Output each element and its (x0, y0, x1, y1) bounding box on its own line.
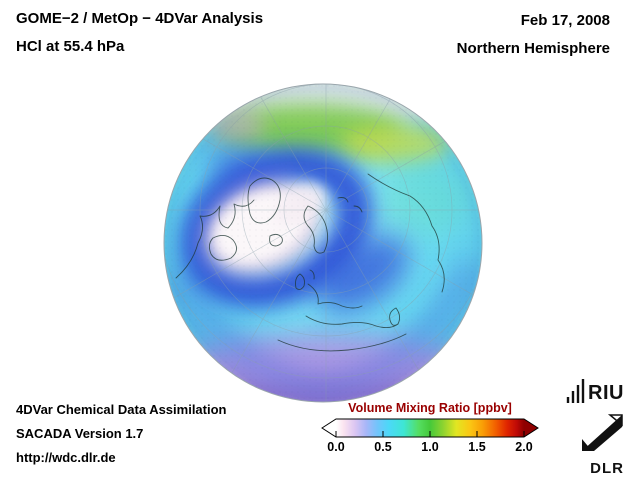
plot-title-block: GOME−2 / MetOp − 4DVar Analysis HCl at 5… (16, 10, 263, 55)
colorbar-ticks (335, 431, 525, 437)
colorbar-title: Volume Mixing Ratio [ppbv] (348, 401, 512, 415)
credit-line-assimilation: 4DVar Chemical Data Assimilation (16, 402, 227, 417)
data-field (164, 84, 482, 402)
plot-subtitle: HCl at 55.4 hPa (16, 38, 125, 55)
colorbar-tick-label: 2.0 (515, 440, 533, 454)
riu-logo-icon (566, 379, 585, 403)
hemisphere-map-svg (163, 83, 483, 403)
colorbar-tick-label: 1.5 (468, 440, 486, 454)
dlr-logo: DLR (572, 413, 624, 477)
riu-logo-text: RIU (588, 382, 624, 404)
colorbar-tick-label: 0.5 (374, 440, 392, 454)
credit-line-url: http://wdc.dlr.de (16, 450, 116, 465)
riu-logo: RIU (563, 379, 624, 403)
colorbar: Volume Mixing Ratio [ppbv] 0.0 0.5 1.0 1… (320, 401, 540, 456)
colorbar-tick-labels: 0.0 0.5 1.0 1.5 2.0 (320, 440, 540, 456)
colorbar-tick-label: 0.0 (327, 440, 345, 454)
coastlines (175, 173, 445, 352)
colorbar-svg (321, 418, 539, 438)
hemisphere-map (158, 78, 488, 408)
colorbar-bar (320, 418, 540, 438)
plot-hemisphere: Northern Hemisphere (456, 40, 610, 57)
credits-block: 4DVar Chemical Data Assimilation SACADA … (16, 402, 227, 474)
credit-line-version: SACADA Version 1.7 (16, 426, 144, 441)
colorbar-tick-label: 1.0 (421, 440, 439, 454)
plot-meta-block: Feb 17, 2008 Northern Hemisphere (457, 12, 610, 57)
globe-rim (163, 83, 483, 403)
dlr-logo-icon (582, 414, 623, 451)
plot-title: GOME−2 / MetOp − 4DVar Analysis (16, 10, 264, 27)
dlr-logo-text: DLR (590, 460, 624, 477)
plot-date: Feb 17, 2008 (520, 12, 610, 29)
